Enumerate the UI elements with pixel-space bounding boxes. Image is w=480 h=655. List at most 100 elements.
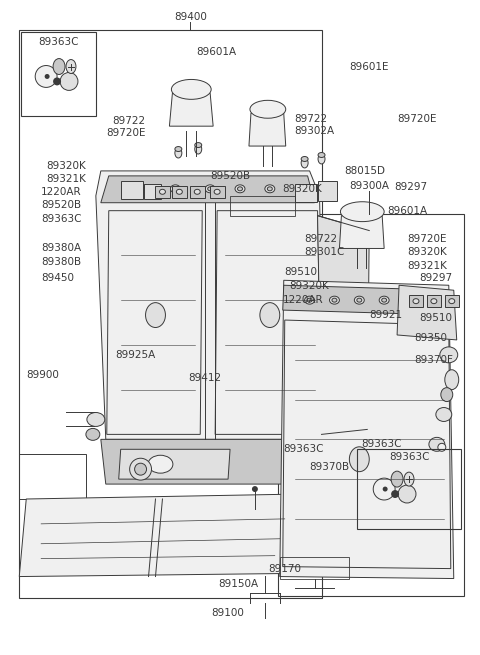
Bar — [318, 181, 337, 200]
Ellipse shape — [301, 158, 308, 168]
Polygon shape — [215, 211, 322, 434]
Bar — [230, 196, 295, 215]
Ellipse shape — [175, 148, 182, 158]
Text: 89297: 89297 — [419, 273, 452, 283]
Ellipse shape — [382, 298, 387, 302]
Polygon shape — [19, 494, 300, 576]
Text: 89370B: 89370B — [310, 462, 350, 472]
Bar — [445, 295, 459, 307]
Ellipse shape — [87, 413, 105, 426]
Ellipse shape — [383, 487, 388, 491]
Text: 89363C: 89363C — [389, 452, 429, 462]
Ellipse shape — [318, 153, 325, 157]
Ellipse shape — [60, 73, 78, 90]
Bar — [120, 181, 143, 198]
Text: 89520B: 89520B — [210, 171, 250, 181]
Ellipse shape — [440, 347, 458, 363]
Text: 89720E: 89720E — [106, 128, 145, 138]
Ellipse shape — [175, 147, 182, 151]
Text: 89925A: 89925A — [116, 350, 156, 360]
Bar — [172, 186, 187, 198]
Bar — [156, 186, 170, 198]
Polygon shape — [283, 285, 452, 315]
Ellipse shape — [214, 189, 220, 195]
Text: 89412: 89412 — [189, 373, 222, 383]
Ellipse shape — [404, 472, 414, 486]
Bar — [427, 295, 441, 307]
Ellipse shape — [134, 463, 146, 475]
Polygon shape — [169, 94, 213, 126]
Text: 89363C: 89363C — [41, 214, 82, 223]
Ellipse shape — [195, 143, 202, 147]
Ellipse shape — [340, 202, 384, 221]
Text: 89320K: 89320K — [407, 248, 447, 257]
Bar — [210, 186, 225, 198]
Ellipse shape — [301, 157, 308, 162]
Ellipse shape — [449, 299, 455, 304]
Ellipse shape — [159, 189, 166, 195]
Ellipse shape — [208, 187, 213, 191]
Ellipse shape — [130, 458, 152, 480]
Ellipse shape — [260, 303, 280, 328]
Polygon shape — [107, 211, 202, 434]
Ellipse shape — [445, 370, 459, 390]
Ellipse shape — [431, 299, 437, 304]
Bar — [357, 449, 461, 529]
Ellipse shape — [53, 77, 61, 85]
Text: 89363C: 89363C — [284, 444, 324, 455]
Text: 89900: 89900 — [26, 369, 59, 380]
Ellipse shape — [148, 455, 173, 473]
Text: 89510: 89510 — [285, 267, 318, 277]
Ellipse shape — [413, 299, 419, 304]
Ellipse shape — [379, 296, 389, 304]
Polygon shape — [280, 280, 454, 578]
Ellipse shape — [45, 74, 49, 79]
Text: 89720E: 89720E — [407, 234, 446, 244]
Ellipse shape — [143, 187, 148, 191]
Text: 89722: 89722 — [305, 234, 338, 244]
Polygon shape — [283, 320, 451, 569]
Text: 89363C: 89363C — [361, 440, 402, 449]
Text: 89720E: 89720E — [397, 114, 437, 124]
Ellipse shape — [238, 187, 242, 191]
Text: 89170: 89170 — [268, 563, 301, 574]
Text: 1220AR: 1220AR — [283, 295, 324, 305]
Bar — [19, 29, 322, 599]
Ellipse shape — [265, 185, 275, 193]
Polygon shape — [119, 449, 230, 479]
Text: 89350: 89350 — [414, 333, 447, 343]
Bar — [409, 295, 423, 307]
Text: 89921: 89921 — [369, 310, 402, 320]
Ellipse shape — [329, 296, 339, 304]
Polygon shape — [318, 215, 369, 434]
Bar — [278, 214, 464, 597]
Text: 89320K: 89320K — [290, 281, 329, 291]
Ellipse shape — [349, 447, 369, 472]
Ellipse shape — [250, 100, 286, 118]
Ellipse shape — [438, 443, 446, 451]
Ellipse shape — [141, 185, 151, 193]
Ellipse shape — [398, 485, 416, 503]
Ellipse shape — [86, 428, 100, 440]
Ellipse shape — [170, 185, 180, 193]
Ellipse shape — [318, 154, 325, 164]
Ellipse shape — [66, 60, 76, 73]
Ellipse shape — [252, 486, 258, 492]
Ellipse shape — [357, 298, 362, 302]
Ellipse shape — [391, 490, 399, 498]
Ellipse shape — [205, 185, 215, 193]
Text: 89321K: 89321K — [407, 261, 447, 271]
Text: 89380B: 89380B — [41, 257, 81, 267]
Ellipse shape — [307, 298, 312, 302]
Bar — [21, 31, 96, 116]
Text: 89520B: 89520B — [41, 200, 81, 210]
Polygon shape — [101, 440, 320, 484]
Text: 89100: 89100 — [212, 608, 244, 618]
Ellipse shape — [235, 185, 245, 193]
Ellipse shape — [53, 58, 65, 75]
Polygon shape — [397, 285, 457, 340]
Text: 89722: 89722 — [295, 114, 328, 124]
Text: 89601A: 89601A — [196, 47, 236, 56]
Ellipse shape — [305, 296, 314, 304]
Bar — [295, 184, 316, 202]
